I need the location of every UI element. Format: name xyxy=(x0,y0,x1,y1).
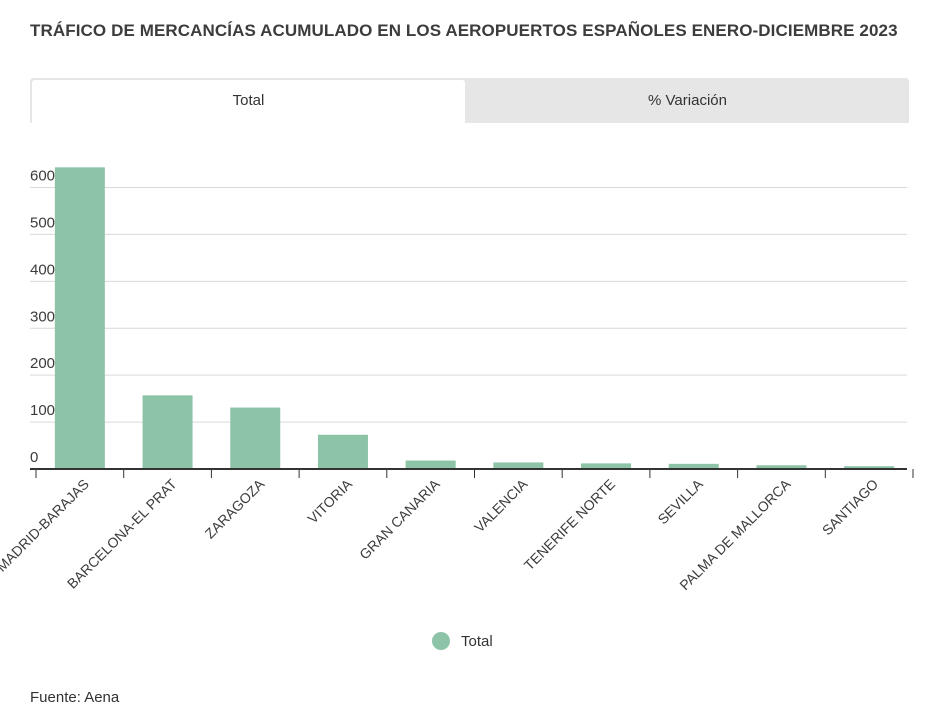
bar[interactable] xyxy=(405,460,456,469)
bar[interactable] xyxy=(844,466,895,469)
bar[interactable] xyxy=(317,434,368,469)
tab-total[interactable]: Total xyxy=(32,80,465,123)
x-tick-label: VALENCIA xyxy=(471,475,531,535)
legend-label: Total xyxy=(461,632,493,650)
bar[interactable] xyxy=(581,463,632,469)
bar[interactable] xyxy=(493,462,544,469)
x-tick-label: ZARAGOZA xyxy=(202,475,268,541)
x-tick-label: MADRID-BARAJAS xyxy=(0,476,92,575)
legend[interactable]: Total xyxy=(432,631,493,651)
chart-title: TRÁFICO DE MERCANCÍAS ACUMULADO EN LOS A… xyxy=(30,21,898,40)
bar[interactable] xyxy=(668,463,719,469)
bar[interactable] xyxy=(54,167,105,469)
x-tick-label: SEVILLA xyxy=(654,475,706,527)
x-tick-label: GRAN CANARIA xyxy=(356,475,443,562)
bar[interactable] xyxy=(756,465,807,469)
tab-variacion[interactable]: % Variación xyxy=(648,92,727,109)
legend-swatch xyxy=(432,632,450,650)
bar[interactable] xyxy=(142,395,193,469)
x-tick-label: VITORIA xyxy=(304,475,355,526)
x-tick-label: TENERIFE NORTE xyxy=(521,476,618,573)
source-note: Fuente: Aena xyxy=(30,689,120,706)
tab-bar: Total % Variación xyxy=(30,78,909,123)
y-tick-label: 0 xyxy=(30,449,38,466)
bar[interactable] xyxy=(230,407,281,469)
x-tick-label: SANTIAGO xyxy=(819,476,882,539)
